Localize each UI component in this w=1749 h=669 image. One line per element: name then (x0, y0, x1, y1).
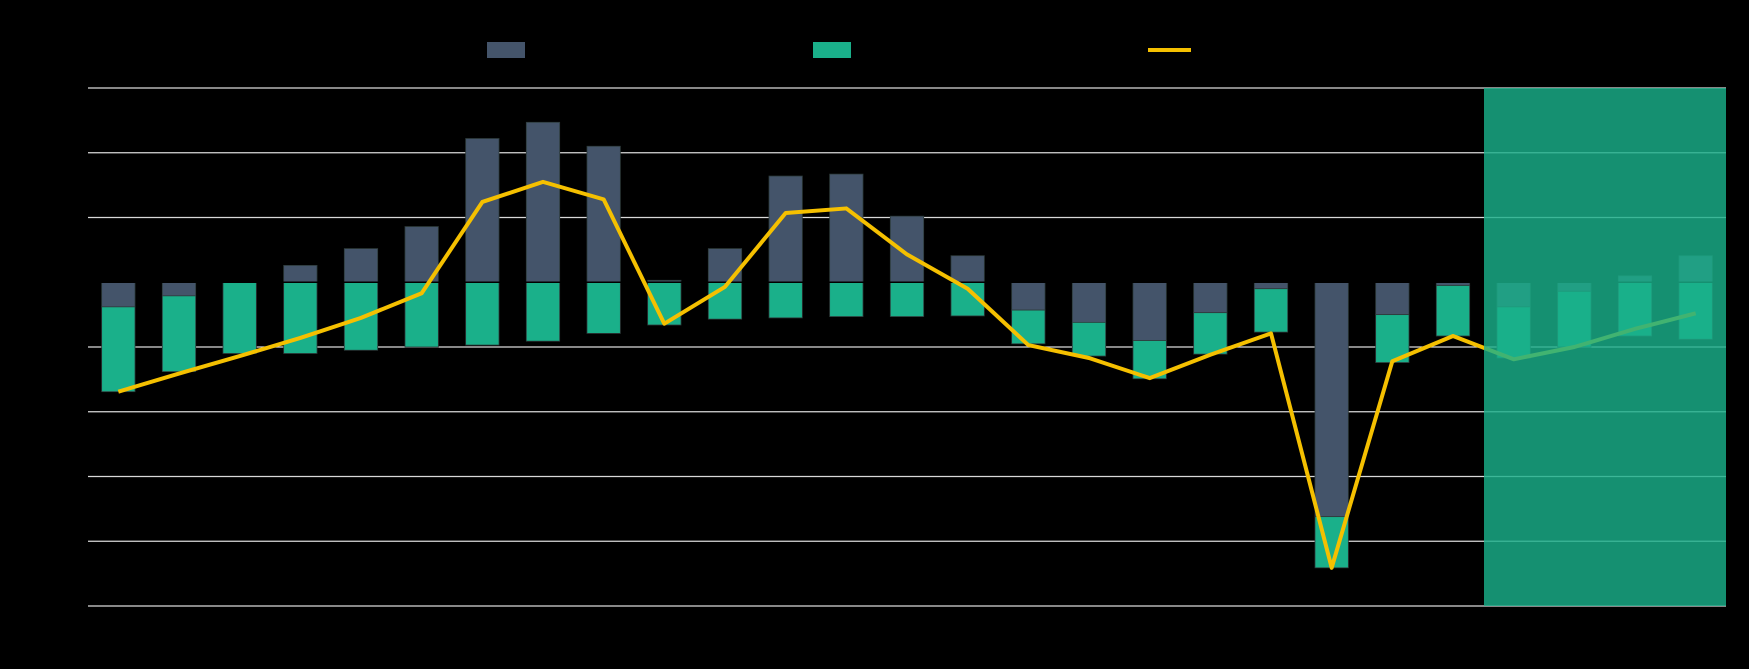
bar (829, 281, 864, 317)
bar (283, 265, 318, 283)
bar (707, 248, 743, 283)
bar (1253, 288, 1289, 333)
bar (1071, 321, 1107, 357)
bar (465, 138, 500, 283)
bar (161, 295, 197, 373)
bar (889, 215, 925, 283)
bar (161, 281, 197, 297)
bar (829, 173, 864, 283)
bar (101, 281, 136, 308)
bar (1011, 281, 1046, 311)
bar (222, 281, 257, 354)
bar (101, 306, 136, 393)
bar (889, 281, 925, 317)
forecast-shade (1484, 88, 1726, 606)
bar (586, 281, 621, 334)
bar (1193, 312, 1228, 355)
bar (1314, 281, 1349, 518)
bar (343, 248, 379, 283)
bar (465, 281, 500, 346)
bar (1132, 281, 1167, 341)
plot (88, 87, 1726, 607)
line-series (117, 179, 1697, 570)
bar (1253, 281, 1289, 290)
bar (586, 145, 621, 283)
bar (525, 281, 561, 342)
bar (1193, 281, 1228, 314)
bar (768, 281, 803, 319)
legend-swatch (813, 42, 851, 58)
bar (1011, 309, 1046, 345)
legend-swatch (487, 42, 525, 58)
legend (487, 42, 1191, 58)
bar (950, 255, 985, 283)
bar (1071, 281, 1107, 323)
bar (525, 121, 561, 283)
bar (1435, 285, 1471, 337)
bar (1375, 281, 1410, 316)
